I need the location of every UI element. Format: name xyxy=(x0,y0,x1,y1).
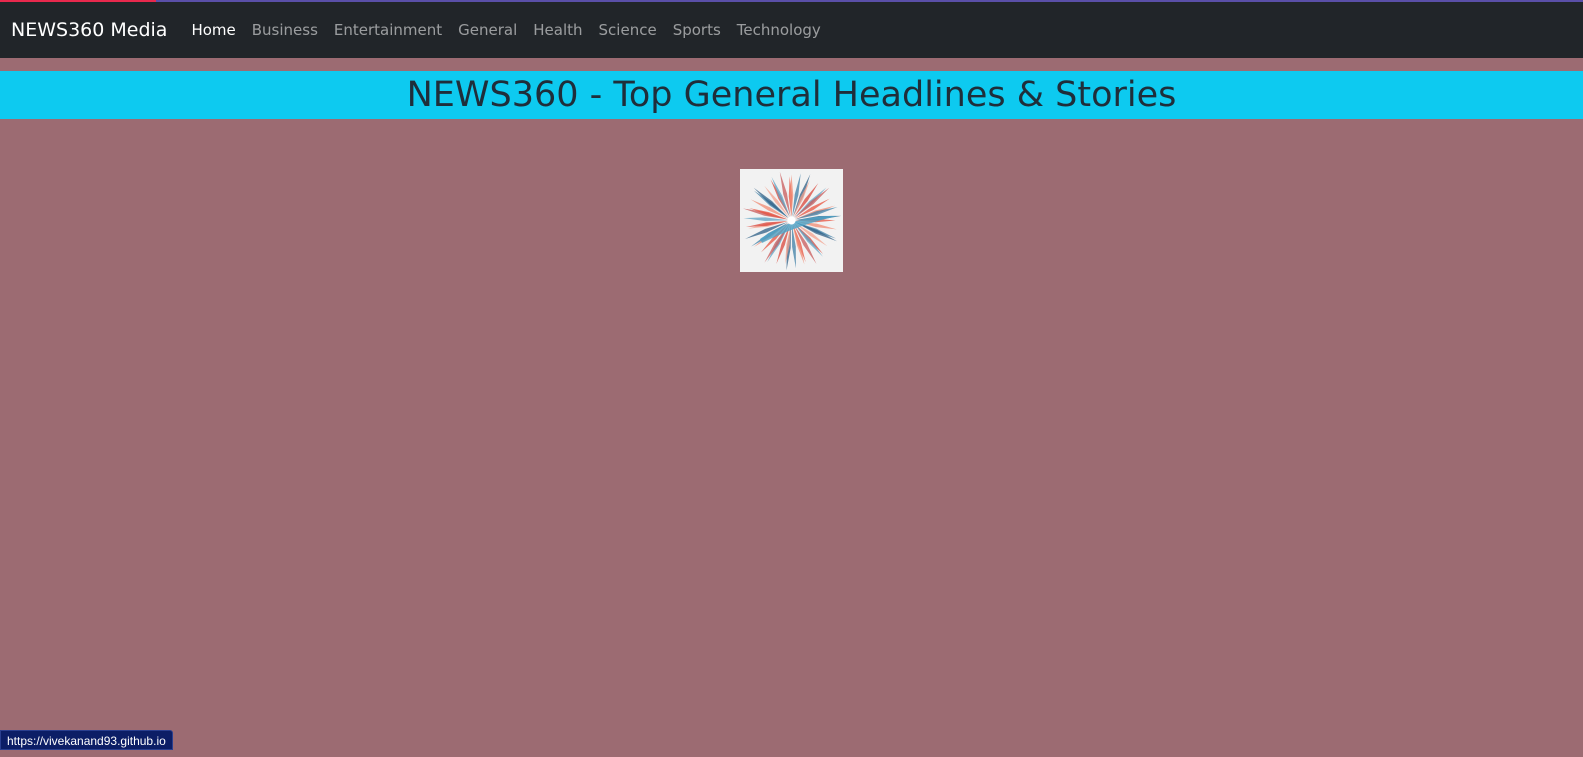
spinner-petal xyxy=(793,180,810,217)
spinner-petal xyxy=(779,171,791,217)
loading-spinner-icon xyxy=(740,169,843,272)
spinner-petal xyxy=(795,206,838,220)
spinner-petal xyxy=(743,217,788,222)
navbar: NEWS360 Media Home Business Entertainmen… xyxy=(0,2,1583,58)
navbar-brand[interactable]: NEWS360 Media xyxy=(11,19,168,41)
spinner-petal xyxy=(771,176,790,217)
spinner-petal xyxy=(745,221,788,228)
loading-spinner-graphic xyxy=(742,171,842,271)
spinner-swoosh xyxy=(760,215,838,243)
nav-link-science[interactable]: Science xyxy=(598,21,657,39)
spinner-petal xyxy=(794,198,830,219)
spinner-petal xyxy=(795,222,837,242)
page-title: NEWS360 - Top General Headlines & Storie… xyxy=(406,75,1177,115)
spinner-petal xyxy=(776,224,791,264)
spinner-petal xyxy=(794,223,823,257)
nav-links: Home Business Entertainment General Heal… xyxy=(191,21,828,39)
spinner-petal xyxy=(792,173,801,217)
spinner-petal xyxy=(750,199,788,219)
nav-link-business[interactable]: Business xyxy=(251,21,318,39)
nav-link-home[interactable]: Home xyxy=(191,21,236,39)
nav-link-health[interactable]: Health xyxy=(533,21,583,39)
spinner-petal xyxy=(753,187,789,218)
spinner-petal xyxy=(794,222,828,247)
spinner-petal xyxy=(764,223,790,263)
status-bar-url: https://vivekanand93.github.io xyxy=(0,730,173,750)
spinner-petal xyxy=(745,221,788,239)
spinner-petal xyxy=(764,185,790,218)
spinner-petal xyxy=(793,223,817,264)
nav-link-general[interactable]: General xyxy=(458,21,518,39)
spinner-petal xyxy=(792,224,805,265)
loading-progress-bar xyxy=(0,0,156,3)
spinner-petal xyxy=(791,224,796,269)
top-accent-line xyxy=(0,0,1583,2)
nav-link-entertainment[interactable]: Entertainment xyxy=(333,21,443,39)
page-title-banner: NEWS360 - Top General Headlines & Storie… xyxy=(0,71,1583,119)
spinner-petal xyxy=(794,187,830,218)
nav-link-technology[interactable]: Technology xyxy=(736,21,821,39)
spinner-petal xyxy=(793,183,819,218)
spinner-petal xyxy=(789,174,794,217)
spinner-petal xyxy=(785,224,791,265)
nav-link-sports[interactable]: Sports xyxy=(672,21,721,39)
spinner-petal xyxy=(749,208,788,220)
spinner-center xyxy=(787,216,796,225)
